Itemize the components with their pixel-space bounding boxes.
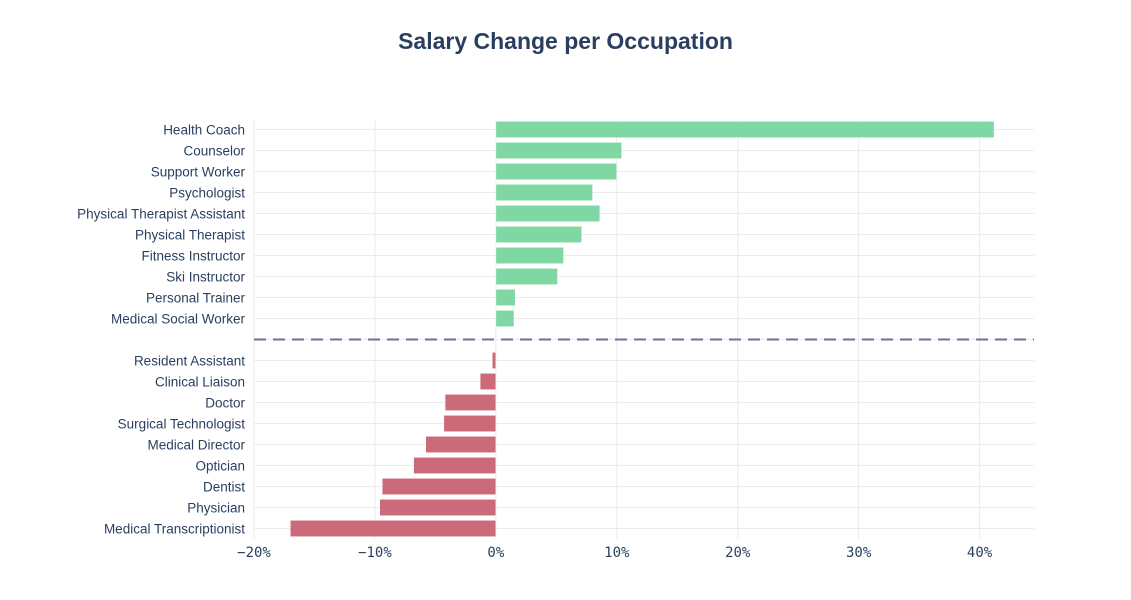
category-label: Doctor [205,396,245,411]
bar-layer [254,121,1034,537]
category-label: Psychologist [169,186,245,201]
bar [495,184,593,201]
x-tick-label: 20% [725,545,751,561]
category-label: Medical Director [147,438,245,453]
bar [425,436,497,453]
category-label: Counselor [183,144,245,159]
category-label: Ski Instructor [166,270,245,285]
label-layer: −20% −10% 0% 10% 20% 30% 40% Medical Transcript… [77,123,993,562]
chart-title: Salary Change per Occupation [398,28,733,54]
x-tick-label: −20% [237,545,271,561]
bar [495,163,618,180]
bar [444,394,497,411]
category-label: Medical Transcriptionist [104,522,245,537]
category-label: Clinical Liaison [155,375,245,390]
category-label: Physical Therapist Assistant [77,207,245,222]
category-label: Medical Social Worker [111,312,246,327]
bar [495,142,622,159]
bar [495,121,995,138]
bar [443,415,497,432]
category-label: Fitness Instructor [141,249,245,264]
category-label: Dentist [203,480,245,495]
category-label: Optician [195,459,245,474]
bar [495,226,582,243]
bar [491,352,497,369]
category-label: Personal Trainer [146,291,246,306]
x-tick-label: 30% [846,545,872,561]
bar [495,268,558,285]
bar [479,373,497,390]
x-tick-label: −10% [358,545,392,561]
category-label: Surgical Technologist [118,417,246,432]
bar [495,289,516,306]
category-label: Health Coach [163,123,245,138]
bar [495,205,601,222]
bar [379,499,497,516]
category-label: Resident Assistant [134,354,245,369]
x-tick-label: 40% [967,545,993,561]
bar [381,478,497,495]
grid-layer [253,119,1034,539]
category-label: Support Worker [151,165,246,180]
x-tick-label: 0% [487,545,504,561]
category-label: Physical Therapist [135,228,245,243]
bar [495,247,564,264]
bar [495,310,515,327]
category-label: Physician [187,501,245,516]
bar [290,520,497,537]
x-tick-label: 10% [604,545,630,561]
bar [413,457,497,474]
